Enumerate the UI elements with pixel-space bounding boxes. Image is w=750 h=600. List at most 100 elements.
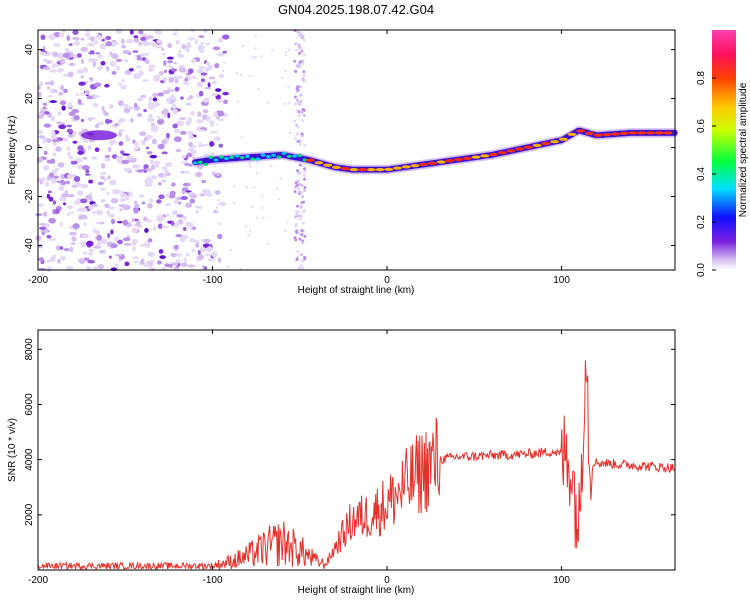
spectrogram-noise-blob (296, 169, 300, 173)
spectrogram-noise-blob (223, 61, 226, 64)
spectrogram-noise-blob (136, 97, 144, 102)
spectrogram-noise-blob (300, 259, 304, 263)
spectrogram-noise-blob (85, 194, 93, 200)
spectrogram-noise-blob (125, 134, 129, 139)
spectrogram-noise-blob (294, 102, 298, 106)
snr-x-ticks: -200 -100 0 100 (28, 330, 570, 586)
spectrogram-noise-blob (174, 244, 179, 250)
spectrogram-noise-blob (239, 267, 243, 270)
spectrogram-noise-blob (57, 69, 63, 73)
spectrogram-noise-blob (76, 197, 81, 203)
spectrogram-noise-blob (80, 92, 85, 96)
spectrogram-noise-blob (241, 44, 245, 48)
spectrogram-noise-blob (294, 136, 298, 140)
spectrogram-noise-blob (161, 110, 167, 115)
spectrogram-noise-blob (173, 198, 180, 205)
spectrogram-noise-blob (176, 120, 184, 126)
snr-x-tick-label: 0 (384, 575, 390, 586)
spectrogram-noise-blob (100, 198, 106, 203)
spectrogram-noise-blob (122, 219, 129, 226)
spectrogram-noise-blob (121, 38, 125, 45)
spectrogram-noise-blob (66, 173, 74, 180)
spectrogram-noise-blob (196, 81, 204, 88)
spectrogram-noise-blob (206, 246, 213, 252)
spectrogram-noise-blob (46, 159, 55, 164)
spectrogram-noise-blob (295, 89, 299, 93)
spectrogram-ridge-peak (628, 131, 638, 135)
spectrogram-noise-blob (165, 203, 169, 207)
spectrogram-noise-blob (59, 100, 67, 106)
spectrogram-noise-blob (214, 63, 220, 69)
spectrogram-noise-blob (152, 74, 161, 81)
spectrogram-noise-blob (294, 224, 298, 228)
spectrogram-noise-blob (153, 226, 157, 231)
spectrogram-noise-blob (80, 183, 89, 189)
spectrogram-noise-blob (200, 78, 206, 83)
spectrogram-noise-blob (127, 221, 132, 228)
spectrogram-noise-blob (175, 259, 181, 264)
spectrogram-ridge-peak (419, 162, 429, 167)
spectrogram-ridge-peak (454, 157, 464, 162)
spectrogram-noise-blob (72, 29, 79, 36)
spectrogram-noise-blob (78, 258, 86, 264)
spectrogram-noise-blob (217, 199, 220, 202)
spectrogram-noise-blob (92, 103, 99, 108)
spectrogram-noise-blob (59, 222, 64, 227)
spectrogram-noise-blob (152, 92, 158, 98)
spectrogram-noise-blob (294, 230, 298, 234)
spectrogram-noise-blob (221, 34, 230, 40)
spectrogram-noise-blob (136, 55, 142, 59)
spectrogram-noise-blob (210, 130, 219, 134)
spectrogram-noise-blob (165, 109, 169, 113)
spectrogram-noise-blob (251, 56, 255, 59)
spectrogram-noise-blob (39, 81, 44, 87)
spectrogram-noise-cluster (81, 130, 118, 141)
spectrogram-noise-blob (239, 73, 242, 77)
spectrogram-noise-blob (136, 112, 143, 118)
spectrogram-noise-blob (110, 243, 118, 249)
spectrogram-noise-blob (186, 97, 190, 101)
snr-series-line (37, 360, 676, 571)
spectrogram-noise-blob (66, 146, 71, 152)
spectrogram-noise-blob (202, 28, 208, 33)
spectrogram-noise-blob (76, 164, 84, 169)
spectrogram-noise-blob (302, 200, 306, 204)
spectrogram-ridge-peak (471, 155, 481, 159)
spectrogram-noise-blob (190, 110, 195, 116)
spectrogram-noise-blob (293, 29, 297, 33)
spectrogram-noise-blob (117, 82, 123, 86)
spectrogram-noise-blob (161, 151, 168, 155)
spectrogram-noise-blob (115, 65, 120, 72)
spectrogram-noise-blob (301, 62, 305, 66)
spectrogram-noise-blob (47, 52, 52, 55)
spectrogram-noise-blob (208, 76, 216, 80)
spectrogram-noise-blob (300, 267, 304, 271)
spectrogram-noise-blob (133, 37, 140, 43)
spectrogram-noise-blob (116, 28, 122, 34)
spectrogram-noise-blob (56, 121, 62, 125)
spectrogram-noise-blob (142, 41, 150, 47)
spectrogram-noise-blob (223, 113, 228, 117)
spectrogram-noise-blob (48, 34, 56, 40)
spectrogram-noise-blob (299, 100, 303, 104)
spectrogram-noise-blob (99, 43, 107, 50)
spectrogram-noise-blob (68, 43, 73, 46)
spectrogram-noise-blob (299, 93, 303, 97)
spectrogram-noise-blob (95, 51, 101, 55)
spectrogram-noise-blob (279, 177, 282, 180)
spectrogram-noise-blob (118, 154, 123, 161)
spectrogram-noise-blob (50, 115, 56, 122)
spectrogram-ridge-peak (593, 133, 603, 137)
spectrogram-noise-blob (40, 34, 46, 41)
spectrogram-noise-blob (70, 160, 78, 165)
spectrogram-noise-blob (108, 255, 112, 259)
spectrogram-noise-blob (89, 192, 93, 196)
spectrogram-noise-blob (175, 39, 180, 45)
snr-panel: -200 -100 0 100 2000 4000 6000 8000 Height of … (7, 329, 676, 596)
spectrogram-noise-blob (183, 257, 187, 263)
spectrogram-noise-blob (303, 185, 307, 189)
spectrogram-y-ticks: -40 -20 0 20 40 (24, 44, 675, 253)
spectrogram-noise-blob (134, 200, 138, 205)
spectrogram-noise-blob (64, 47, 70, 53)
spectrogram-noise-blob (79, 198, 88, 204)
